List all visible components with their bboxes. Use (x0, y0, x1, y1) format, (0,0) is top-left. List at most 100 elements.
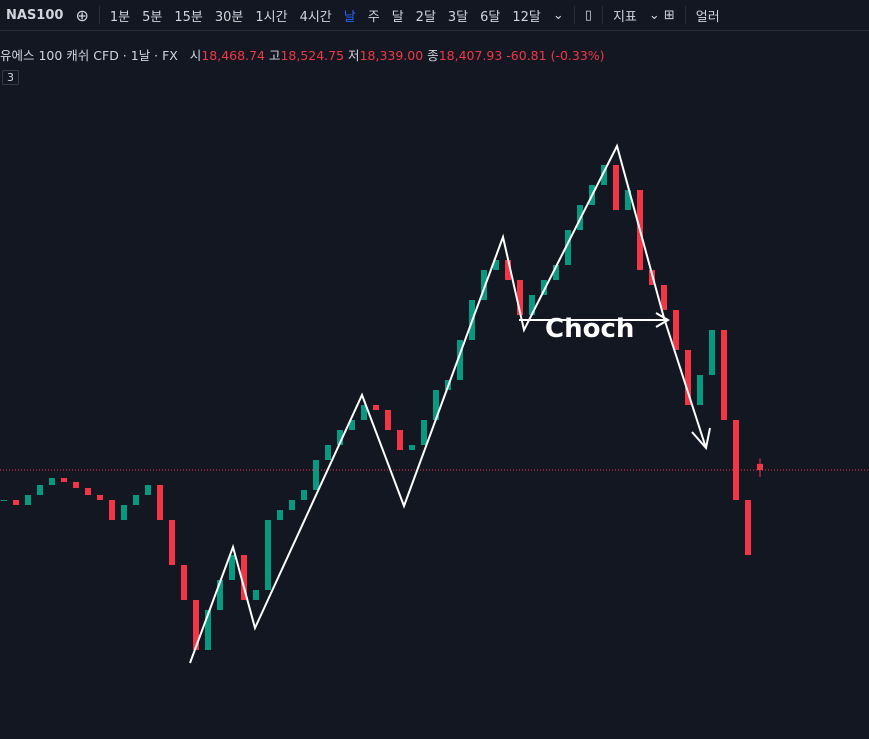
candle-body (661, 285, 667, 310)
candle-body (313, 460, 319, 490)
candle-body (685, 350, 691, 405)
interval[interactable]: 1분 (109, 9, 131, 25)
value: 18,468.74 (201, 48, 265, 63)
interval[interactable]: 6달 (480, 9, 501, 25)
candle-body (709, 330, 715, 375)
candle-body (349, 420, 355, 430)
candle-body (157, 485, 163, 520)
interval[interactable]: 날 (343, 9, 356, 25)
candle-body (133, 495, 139, 505)
candle-body (397, 430, 403, 450)
arrow-head (691, 427, 711, 451)
interval[interactable]: 15분 (174, 9, 203, 25)
candle-body (217, 580, 223, 610)
candle-body (253, 590, 259, 600)
candle-body (433, 390, 439, 420)
separator (98, 6, 100, 24)
candle-body (505, 260, 511, 280)
separator (573, 6, 575, 24)
value: 18,407.93 (438, 48, 503, 63)
separator (684, 6, 686, 24)
interval[interactable]: 1시간 (255, 9, 288, 25)
candle-body (721, 330, 727, 420)
interval[interactable]: 주 (367, 9, 380, 25)
candle-body (373, 405, 379, 410)
candle-body (181, 565, 187, 600)
candle-body (241, 555, 247, 600)
symbol[interactable]: NAS100 (6, 7, 64, 23)
candle-body (409, 445, 415, 450)
candle-body (337, 430, 343, 445)
candle-body (565, 230, 571, 265)
candle-body (229, 555, 235, 580)
candle-body (613, 165, 619, 210)
candle-body (193, 600, 199, 650)
alerts[interactable]: 얼러 (695, 9, 720, 25)
candle-body (493, 260, 499, 270)
candle-body (73, 482, 79, 488)
add-symbol[interactable]: ⊕ (75, 5, 89, 25)
candle-body (457, 340, 463, 380)
chart-type[interactable]: ▯ (584, 7, 592, 23)
interval[interactable]: 5분 (142, 9, 163, 25)
arrow-head (655, 312, 670, 328)
candle-body (541, 280, 547, 295)
candle-body (169, 520, 175, 565)
candle-body (601, 165, 607, 185)
candle-body (25, 495, 31, 505)
indicators[interactable]: 지표 (612, 9, 637, 25)
candle-body (85, 488, 91, 495)
candle-body (301, 490, 307, 500)
candle-body (697, 375, 703, 405)
candle-body (277, 510, 283, 520)
legend-title: 유에스 100 캐쉬 CFD · 1날 · FX (0, 48, 178, 63)
legend: 유에스 100 캐쉬 CFD · 1날 · FX 시18,468.74 고18,… (0, 45, 605, 64)
candle-body (205, 610, 211, 650)
candle-body (37, 485, 43, 495)
candle-body (61, 478, 67, 482)
candle-body (733, 420, 739, 500)
label: 고 (268, 48, 281, 63)
change: -60.81 (-0.33%) (506, 48, 605, 63)
interval[interactable]: 달 (391, 9, 404, 25)
interval[interactable]: 30분 (214, 9, 244, 25)
interval[interactable]: 2달 (415, 9, 436, 25)
candle-body (145, 485, 151, 495)
candle-body (385, 410, 391, 430)
value: 18,524.75 (280, 48, 345, 63)
separator (601, 6, 603, 24)
templates[interactable]: ⌄ ⊞ (648, 7, 675, 23)
candle-body (13, 500, 19, 505)
candle-body (757, 463, 763, 471)
candle-body (421, 420, 427, 445)
candle-body (109, 500, 115, 520)
candle-body (325, 445, 331, 460)
candle-body (361, 405, 367, 420)
candle-body (745, 500, 751, 555)
interval[interactable]: 3달 (447, 9, 469, 25)
annotation: Choch (545, 314, 634, 344)
intervals: 1분 5분 15분 30분 1시간 4시간 날 주 달 2달 3달 6달 12달 (104, 6, 547, 25)
toolbar: NAS100 ⊕ 1분 5분 15분 30분 1시간 4시간 날 주 달 2달 3달 6달 12달 ⌄ … (0, 0, 869, 31)
candle-body (121, 505, 127, 520)
candle-body (49, 478, 55, 485)
interval-menu[interactable]: ⌄ (552, 7, 564, 23)
candle-body (673, 310, 679, 350)
zigzag-drawing (189, 143, 707, 664)
candle-body (265, 520, 271, 590)
interval[interactable]: 4시간 (299, 9, 332, 25)
value: 18,339.00 (359, 48, 424, 63)
candle-body (481, 270, 487, 300)
label: 저 (348, 48, 360, 63)
label: 시 (189, 48, 202, 63)
candle-body (553, 265, 559, 280)
candle-body (529, 295, 535, 315)
candle-body (97, 495, 103, 500)
label: 종 (427, 48, 439, 63)
indicator-count[interactable]: 3 (2, 70, 19, 85)
interval[interactable]: 12달 (512, 9, 541, 25)
candle-body (517, 280, 523, 315)
candle-body (625, 190, 631, 210)
